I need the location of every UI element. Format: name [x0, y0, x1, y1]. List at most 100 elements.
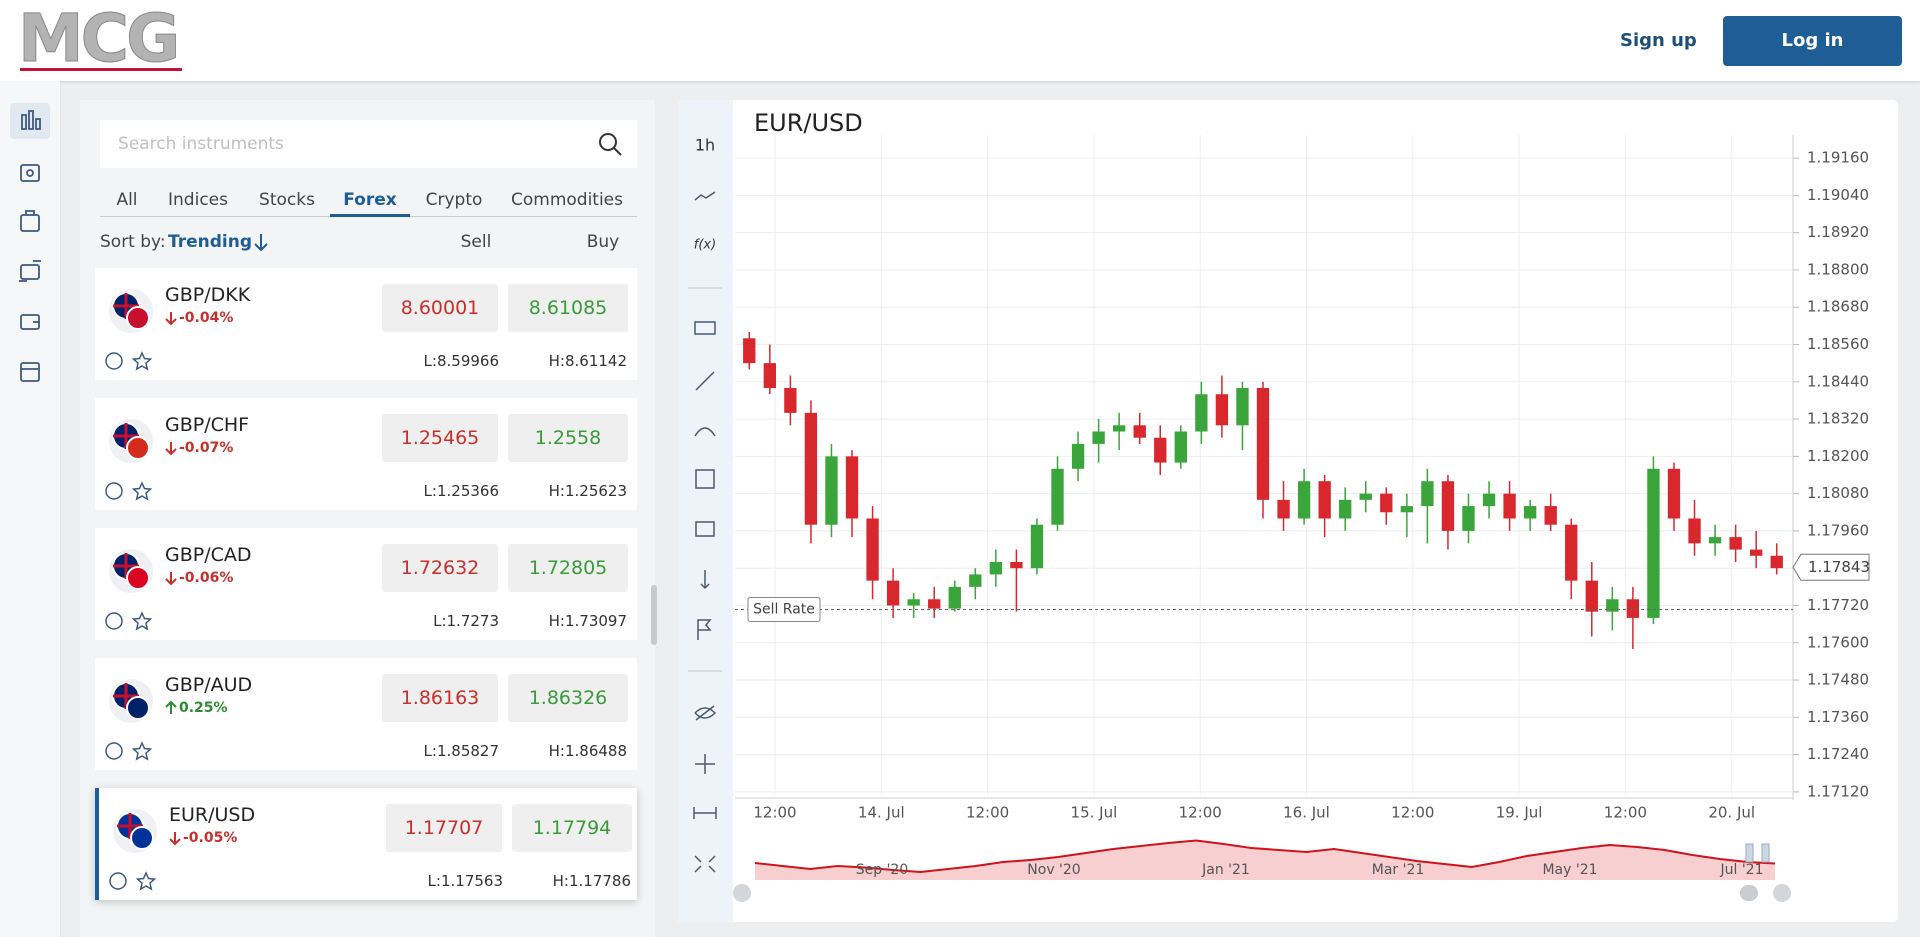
search-icon[interactable]	[596, 130, 626, 160]
candle-body	[1339, 499, 1352, 519]
y-tick-label: 1.18440	[1807, 372, 1869, 390]
card-icons	[109, 809, 181, 891]
candle-body	[1565, 524, 1578, 581]
candle-body	[1010, 561, 1023, 569]
line-tool-icon[interactable]	[695, 371, 715, 391]
info-icon[interactable]	[105, 482, 123, 500]
log-in-button[interactable]: Log in	[1723, 16, 1902, 66]
star-icon	[131, 611, 153, 631]
tab[interactable]: Crypto	[425, 190, 483, 210]
tab[interactable]: Forex	[343, 190, 397, 210]
change-arrow	[165, 700, 177, 714]
instrument-card[interactable]: GBP/DKK -0.04% 8.60001 8.61085 L:8.59966 H:8.…	[95, 268, 637, 380]
candle-body	[1400, 506, 1414, 513]
candle-body	[1441, 481, 1455, 531]
info-icon[interactable]	[105, 612, 123, 630]
candle-body	[1770, 555, 1783, 569]
timeframe[interactable]: 1h	[695, 136, 715, 155]
y-tick-label: 1.17600	[1807, 633, 1869, 651]
chart-type-icon[interactable]	[694, 191, 716, 201]
sidebar	[0, 81, 61, 937]
logo-underline	[20, 68, 182, 71]
tab[interactable]: Commodities	[510, 190, 623, 210]
hide-icon[interactable]	[694, 705, 717, 721]
sort-arrow[interactable]	[251, 232, 271, 254]
scroll-left[interactable]	[733, 884, 751, 902]
candle-body	[1708, 537, 1722, 544]
buy-price[interactable]: 1.72805	[508, 544, 628, 592]
navigator-label: Jul '21	[1719, 862, 1763, 878]
scrollbar[interactable]	[651, 585, 657, 645]
sell-price[interactable]: 1.72632	[382, 544, 498, 592]
tab[interactable]: Indices	[168, 190, 228, 210]
candle-body	[1503, 493, 1516, 519]
sort-value[interactable]: Trending	[168, 232, 253, 252]
markets-icon[interactable]	[21, 110, 41, 130]
instrument-card[interactable]: GBP/CHF -0.07% 1.25465 1.2558 L:1.25366 H:1.2…	[95, 398, 637, 510]
wallet-icon[interactable]	[20, 164, 40, 182]
fullscreen-icon[interactable]	[694, 855, 716, 873]
transfer-icon[interactable]	[19, 260, 41, 282]
toolbar	[678, 100, 733, 922]
flag-cross	[113, 293, 139, 319]
tab[interactable]: All	[116, 190, 138, 210]
candle-body	[1071, 443, 1085, 469]
flag-cross	[113, 423, 139, 449]
sell-price[interactable]: 8.60001	[382, 284, 498, 332]
curve-tool-icon[interactable]	[694, 427, 716, 437]
sell-price[interactable]: 1.86163	[382, 674, 498, 722]
portfolio-icon[interactable]	[20, 210, 40, 232]
sign-up-link[interactable]: Sign up	[1620, 30, 1697, 51]
search-box[interactable]: Search instruments	[100, 120, 637, 168]
card-icons	[105, 549, 177, 631]
info-icon[interactable]	[105, 742, 123, 760]
low-price: L:1.7273	[433, 612, 499, 630]
funds-icon[interactable]	[20, 314, 40, 330]
buy-price[interactable]: 1.86326	[508, 674, 628, 722]
instrument-symbol: GBP/CHF	[165, 414, 250, 436]
instrument-card[interactable]: GBP/AUD 0.25% 1.86163 1.86326 L:1.85827 H:1.8…	[95, 658, 637, 770]
scroll-right[interactable]	[1773, 884, 1791, 902]
navigator-handle[interactable]	[1745, 843, 1754, 863]
fib-tool-icon[interactable]	[695, 469, 715, 489]
candle-body	[1585, 580, 1598, 612]
text-tool-icon[interactable]	[694, 321, 716, 335]
navigator-label: Sep '20	[856, 862, 909, 878]
y-tick-label: 1.17960	[1807, 521, 1869, 539]
sell-rate-label: Sell Rate	[753, 602, 815, 618]
x-tick-label: 12:00	[1604, 804, 1647, 822]
grid-tool-icon[interactable]	[695, 521, 715, 537]
buy-price[interactable]: 1.17794	[512, 804, 632, 852]
x-tick-label: 20. Jul	[1708, 804, 1755, 822]
tab[interactable]: Stocks	[259, 190, 315, 210]
measure-tool-icon[interactable]	[700, 570, 710, 590]
info-icon[interactable]	[109, 872, 127, 890]
scroll-thumb[interactable]	[1740, 885, 1758, 901]
y-tick-label: 1.18080	[1807, 484, 1869, 502]
buy-price[interactable]: 8.61085	[508, 284, 628, 332]
zoom-range-icon[interactable]	[693, 807, 717, 819]
sell-price[interactable]: 1.17707	[386, 804, 502, 852]
sell-price[interactable]: 1.25465	[382, 414, 498, 462]
active-icon-bg	[10, 103, 50, 139]
y-tick-label: 1.17240	[1807, 745, 1869, 763]
navigator-label: Jan '21	[1201, 862, 1250, 878]
x-tick-label: 12:00	[966, 804, 1009, 822]
flag-secondary	[126, 566, 150, 590]
logo[interactable]: MCG	[17, 0, 180, 78]
instrument-card[interactable]: GBP/CAD -0.06% 1.72632 1.72805 L:1.7273 H:1.7…	[95, 528, 637, 640]
instrument-card[interactable]: EUR/USD -0.05% 1.17707 1.17794 L:1.17563 H:1.…	[95, 788, 637, 900]
function-button[interactable]: f(x)	[694, 238, 716, 253]
navigator-handle[interactable]	[1761, 843, 1770, 863]
crosshair-icon[interactable]	[695, 754, 715, 774]
navigator-line	[754, 839, 1776, 874]
star-icon	[131, 351, 153, 371]
flag-tool-icon[interactable]	[697, 619, 712, 640]
candle-body	[1030, 524, 1044, 569]
buy-price[interactable]: 1.2558	[508, 414, 628, 462]
info-icon[interactable]	[105, 352, 123, 370]
reports-icon[interactable]	[20, 362, 40, 382]
chart: 1h f(x) EUR/USD 1.19160 1.19040 1.18920 1.1…	[678, 100, 1870, 922]
candle-body	[1051, 468, 1064, 525]
